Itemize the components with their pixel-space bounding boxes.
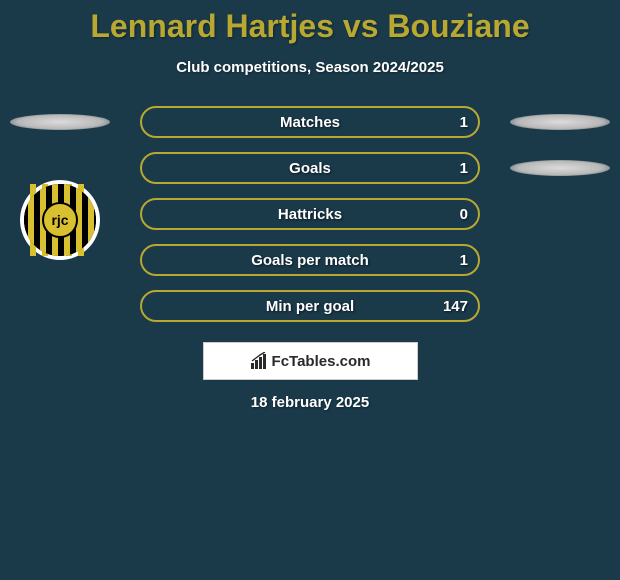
branding-box: FcTables.com <box>203 342 418 380</box>
player-right-marker <box>510 160 610 176</box>
stat-label: Hattricks <box>278 206 342 223</box>
stat-label: Matches <box>280 114 340 131</box>
player-right-marker <box>510 114 610 130</box>
svg-text:rjc: rjc <box>51 212 68 228</box>
page-subtitle: Club competitions, Season 2024/2025 <box>0 59 620 76</box>
stats-card: Lennard Hartjes vs Bouziane Club competi… <box>0 0 620 580</box>
stat-value: 0 <box>460 206 468 223</box>
stat-label: Goals <box>289 160 331 177</box>
page-title: Lennard Hartjes vs Bouziane <box>0 8 620 45</box>
stat-bar-min-per-goal: Min per goal 147 <box>140 290 480 322</box>
stat-label: Min per goal <box>266 298 354 315</box>
club-crest-icon: rjc <box>20 180 100 260</box>
player-left-marker <box>10 114 110 130</box>
stat-value: 1 <box>460 252 468 269</box>
stat-bar-goals-per-match: Goals per match 1 <box>140 244 480 276</box>
date-label: 18 february 2025 <box>0 394 620 411</box>
stat-row: Matches 1 <box>0 106 620 152</box>
stat-bar-goals: Goals 1 <box>140 152 480 184</box>
stat-bar-hattricks: Hattricks 0 <box>140 198 480 230</box>
branding-text: FcTables.com <box>272 353 371 370</box>
stat-value: 1 <box>460 114 468 131</box>
stat-row: Min per goal 147 <box>0 290 620 336</box>
stat-label: Goals per match <box>251 252 369 269</box>
bar-chart-icon <box>250 352 268 370</box>
stat-value: 1 <box>460 160 468 177</box>
stat-value: 147 <box>443 298 468 315</box>
club-badge-left: rjc <box>20 180 100 260</box>
stat-bar-matches: Matches 1 <box>140 106 480 138</box>
